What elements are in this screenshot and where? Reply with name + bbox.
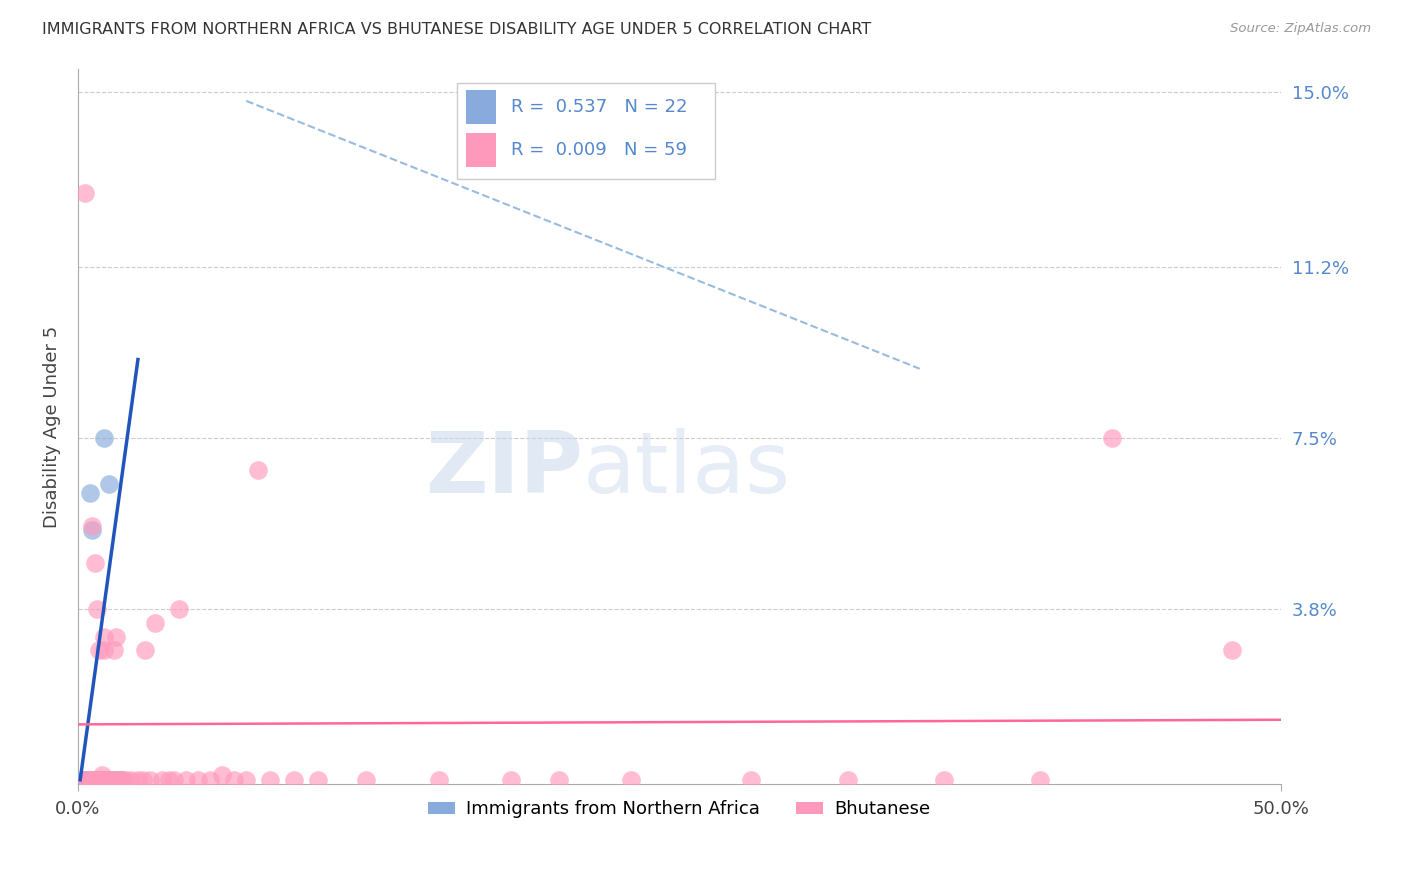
Point xyxy=(167,602,190,616)
Point xyxy=(198,772,221,787)
Point xyxy=(139,772,162,787)
Point xyxy=(86,772,108,787)
Point xyxy=(235,772,257,787)
Point xyxy=(83,772,105,787)
Point xyxy=(112,772,135,787)
Point xyxy=(110,772,132,787)
Point xyxy=(110,772,132,787)
Point xyxy=(211,768,233,782)
Point xyxy=(110,772,132,787)
Point xyxy=(89,772,111,787)
Point xyxy=(174,772,197,787)
Point xyxy=(90,768,112,782)
Point xyxy=(499,772,522,787)
Point xyxy=(90,772,112,787)
Point xyxy=(86,602,108,616)
Point xyxy=(1029,772,1052,787)
Point xyxy=(96,772,118,787)
Point xyxy=(1101,431,1123,445)
Point xyxy=(82,772,104,787)
Point xyxy=(93,772,115,787)
Point xyxy=(247,463,270,477)
Point xyxy=(98,477,121,491)
Point xyxy=(82,524,104,538)
Point xyxy=(620,772,643,787)
Point xyxy=(79,772,101,787)
Point xyxy=(90,772,112,787)
Point xyxy=(93,643,115,657)
Point xyxy=(76,772,98,787)
Point xyxy=(157,772,180,787)
Point xyxy=(93,630,115,644)
Point xyxy=(96,772,118,787)
Point xyxy=(100,772,122,787)
Point xyxy=(740,772,762,787)
Point xyxy=(837,772,859,787)
Point xyxy=(356,772,378,787)
Point xyxy=(283,772,305,787)
Point xyxy=(163,772,186,787)
Point xyxy=(79,772,101,787)
Point xyxy=(427,772,450,787)
Text: Source: ZipAtlas.com: Source: ZipAtlas.com xyxy=(1230,22,1371,36)
Text: R =  0.009   N = 59: R = 0.009 N = 59 xyxy=(510,141,686,159)
Text: IMMIGRANTS FROM NORTHERN AFRICA VS BHUTANESE DISABILITY AGE UNDER 5 CORRELATION : IMMIGRANTS FROM NORTHERN AFRICA VS BHUTA… xyxy=(42,22,872,37)
Point xyxy=(143,615,166,630)
Point xyxy=(150,772,173,787)
Point xyxy=(79,486,101,500)
Point xyxy=(76,772,98,787)
Text: ZIP: ZIP xyxy=(425,428,583,511)
Point xyxy=(187,772,209,787)
FancyBboxPatch shape xyxy=(467,90,496,124)
Point xyxy=(83,556,105,570)
Point xyxy=(105,772,128,787)
Point xyxy=(105,630,128,644)
Point xyxy=(548,772,571,787)
Point xyxy=(127,772,149,787)
Point xyxy=(105,772,128,787)
Point xyxy=(89,643,111,657)
Point xyxy=(86,772,108,787)
Legend: Immigrants from Northern Africa, Bhutanese: Immigrants from Northern Africa, Bhutane… xyxy=(420,793,938,825)
FancyBboxPatch shape xyxy=(467,133,496,168)
Point xyxy=(107,772,129,787)
Point xyxy=(73,772,96,787)
Point xyxy=(98,772,121,787)
Point xyxy=(115,772,138,787)
Point xyxy=(100,772,122,787)
Point xyxy=(259,772,281,787)
Point xyxy=(76,772,98,787)
Point xyxy=(86,772,108,787)
Point xyxy=(132,772,155,787)
Point xyxy=(93,431,115,445)
Point xyxy=(73,777,96,791)
Point xyxy=(307,772,329,787)
Point xyxy=(73,186,96,201)
Point xyxy=(103,643,125,657)
Point xyxy=(120,772,142,787)
Point xyxy=(82,518,104,533)
Point xyxy=(1222,643,1244,657)
Point xyxy=(224,772,246,787)
Point xyxy=(89,772,111,787)
Point xyxy=(72,777,94,791)
Point xyxy=(932,772,955,787)
Point xyxy=(72,772,94,787)
Point xyxy=(82,772,104,787)
Text: atlas: atlas xyxy=(583,428,792,511)
Text: R =  0.537   N = 22: R = 0.537 N = 22 xyxy=(510,98,688,116)
Point xyxy=(134,643,156,657)
Point xyxy=(79,772,101,787)
FancyBboxPatch shape xyxy=(457,83,716,179)
Point xyxy=(83,772,105,787)
Point xyxy=(103,772,125,787)
Y-axis label: Disability Age Under 5: Disability Age Under 5 xyxy=(44,326,60,527)
